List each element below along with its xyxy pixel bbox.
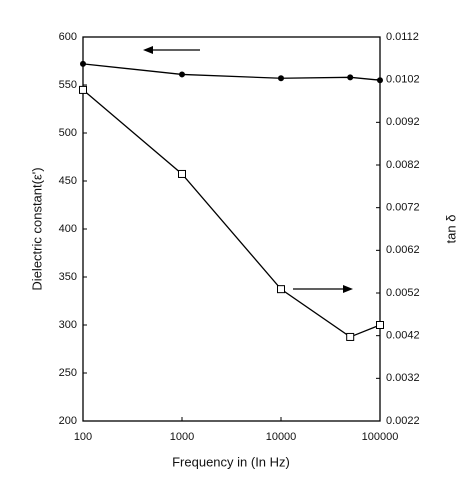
plot-frame	[82, 36, 381, 422]
marker	[79, 85, 87, 94]
x-tick-label: 100000	[362, 431, 399, 443]
marker	[178, 169, 186, 178]
y2-tick-label: 0.0082	[386, 159, 420, 171]
marker	[80, 60, 86, 67]
y-tick-label: 600	[59, 31, 77, 43]
y-tick-label: 300	[59, 319, 77, 331]
y-tick-label: 200	[59, 415, 77, 427]
y-tick-label: 350	[59, 271, 77, 283]
y-tick-label: 450	[59, 175, 77, 187]
y2-tick-label: 0.0072	[386, 202, 420, 214]
arrow-head	[143, 46, 153, 54]
y2-tick-label: 0.0032	[386, 372, 420, 384]
marker	[346, 332, 355, 341]
y-tick-label: 550	[59, 79, 77, 91]
arrow-head	[343, 285, 353, 293]
x-axis-title: Frequency in (In Hz)	[172, 454, 290, 469]
y-tick-label: 400	[59, 223, 77, 235]
y2-tick-label: 0.0092	[386, 116, 420, 128]
y-axis-title: Dielectric constant(ε')	[29, 167, 44, 290]
marker	[179, 71, 185, 78]
y-tick-label: 250	[59, 367, 77, 379]
y-tick-label: 500	[59, 127, 77, 139]
marker	[377, 77, 383, 84]
y2-tick-label: 0.0062	[386, 244, 420, 256]
marker	[277, 285, 285, 294]
marker	[347, 74, 354, 81]
series-line	[82, 89, 381, 338]
marker	[278, 75, 284, 82]
y2-tick-label: 0.0042	[386, 330, 420, 342]
y2-tick-label: 0.0112	[386, 31, 419, 43]
y2-axis-title: tan δ	[443, 215, 458, 244]
y2-tick-label: 0.0052	[386, 287, 420, 299]
y2-tick-label: 0.0022	[386, 415, 420, 427]
series-line	[82, 63, 381, 81]
y2-tick-label: 0.0102	[386, 74, 420, 86]
marker	[376, 321, 384, 329]
x-tick-label: 100	[74, 431, 92, 443]
x-tick-label: 10000	[266, 431, 297, 443]
x-tick-label: 1000	[170, 431, 194, 443]
